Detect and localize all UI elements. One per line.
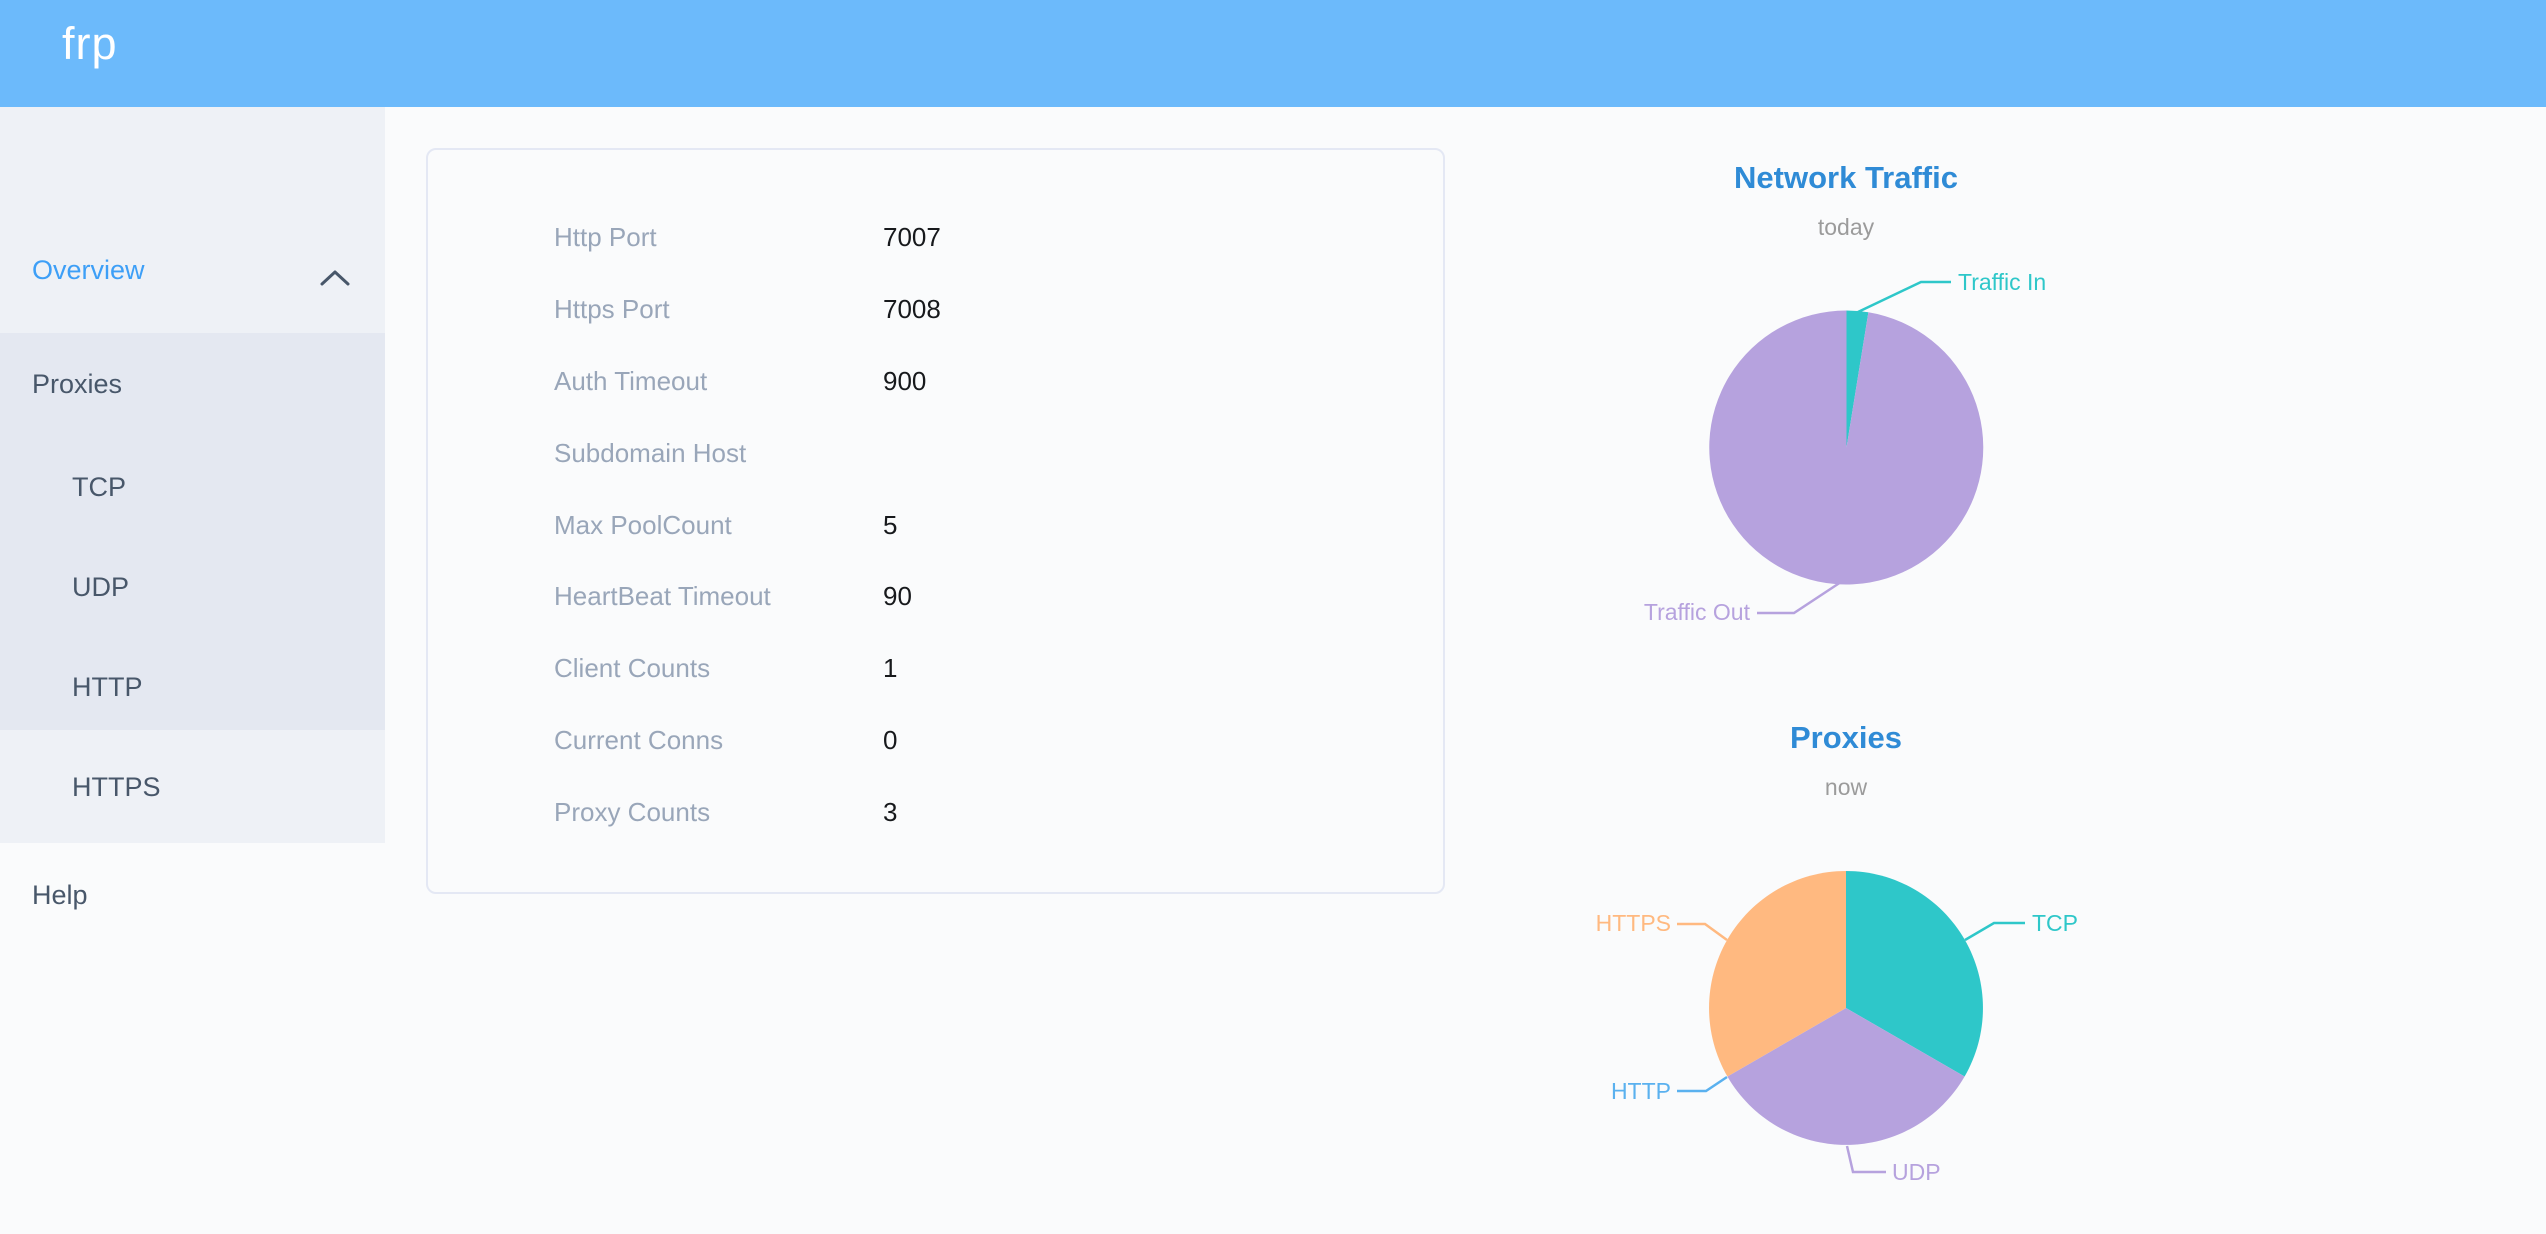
- udp-label-line: [1845, 1145, 1886, 1174]
- config-value: 3: [883, 797, 898, 827]
- udp-slice[interactable]: [1727, 1008, 1965, 1145]
- config-label: Subdomain Host: [554, 438, 747, 468]
- config-row: Max PoolCount 5: [428, 504, 1443, 546]
- config-value: 5: [883, 510, 898, 540]
- sidebar-item-label: UDP: [72, 572, 130, 602]
- config-label: Client Counts: [554, 653, 711, 683]
- sidebar-item-https[interactable]: HTTPS: [0, 765, 385, 809]
- config-label: Auth Timeout: [554, 366, 708, 396]
- sidebar-item-help[interactable]: Help: [0, 873, 385, 917]
- http-label: HTTP: [1610, 1078, 1671, 1104]
- config-value: 1: [883, 653, 898, 683]
- sidebar-item-overview[interactable]: Overview: [0, 248, 385, 292]
- sidebar-item-label: Help: [32, 880, 88, 910]
- https-slice[interactable]: [1709, 871, 1846, 1077]
- sidebar-item-label: TCP: [72, 472, 126, 502]
- config-label: Http Port: [554, 222, 657, 252]
- config-label: Proxy Counts: [554, 797, 711, 827]
- config-label: Max PoolCount: [554, 510, 732, 540]
- config-row: HeartBeat Timeout 90: [428, 575, 1443, 617]
- http-label-line: [1677, 1075, 1728, 1093]
- https-label: HTTPS: [1595, 910, 1671, 936]
- https-label-line: [1677, 922, 1728, 942]
- traffic-out-label-line: [1757, 580, 1842, 615]
- proxies-submenu-background: [0, 333, 385, 730]
- sidebar-item-label: Overview: [32, 255, 145, 285]
- sidebar: Overview Proxies TCP UDP HTTP HTTPS Help: [0, 107, 385, 910]
- config-label: Https Port: [554, 294, 670, 324]
- udp-label: UDP: [1892, 1159, 1941, 1185]
- traffic-in-label-line: [1857, 280, 1951, 314]
- config-value: 900: [883, 366, 927, 396]
- network-traffic-subtitle: today: [1817, 214, 1875, 240]
- sidebar-item-proxies[interactable]: Proxies: [0, 362, 385, 406]
- config-value: 7008: [883, 294, 941, 324]
- config-row: Current Conns 0: [428, 719, 1443, 761]
- tcp-label: TCP: [2032, 910, 2078, 936]
- traffic-in-slice[interactable]: [1846, 310, 1869, 448]
- config-value: 7007: [883, 222, 941, 252]
- config-row: Auth Timeout 900: [428, 360, 1443, 402]
- config-row: Subdomain Host: [428, 432, 1443, 474]
- chevron-up-icon: [320, 270, 350, 286]
- config-label: Current Conns: [554, 725, 724, 755]
- config-value: 90: [883, 581, 912, 611]
- config-row: Http Port 7007: [428, 216, 1443, 258]
- tcp-label-line: [1964, 921, 2025, 942]
- config-label: HeartBeat Timeout: [554, 581, 771, 611]
- network-traffic-title: Network Traffic: [1734, 160, 1958, 195]
- config-value: 0: [883, 725, 898, 755]
- traffic-out-slice[interactable]: [1709, 310, 1984, 585]
- config-row: Client Counts 1: [428, 647, 1443, 689]
- traffic-in-label: Traffic In: [1958, 269, 2047, 295]
- sidebar-item-label: HTTP: [72, 672, 143, 702]
- proxies-subtitle: now: [1824, 774, 1868, 800]
- app-header: frp: [0, 0, 2546, 107]
- sidebar-item-http[interactable]: HTTP: [0, 665, 385, 709]
- sidebar-item-udp[interactable]: UDP: [0, 565, 385, 609]
- tcp-slice[interactable]: [1846, 871, 1983, 1077]
- traffic-out-label: Traffic Out: [1643, 599, 1750, 625]
- sidebar-item-label: HTTPS: [72, 772, 161, 802]
- config-row: Proxy Counts 3: [428, 791, 1443, 833]
- app-logo: frp: [62, 18, 118, 69]
- config-row: Https Port 7008: [428, 288, 1443, 330]
- proxies-title: Proxies: [1789, 720, 1903, 755]
- sidebar-item-label: Proxies: [32, 369, 123, 399]
- server-config-card: Http Port 7007 Https Port 7008 Auth Time…: [426, 148, 1445, 894]
- sidebar-item-tcp[interactable]: TCP: [0, 465, 385, 509]
